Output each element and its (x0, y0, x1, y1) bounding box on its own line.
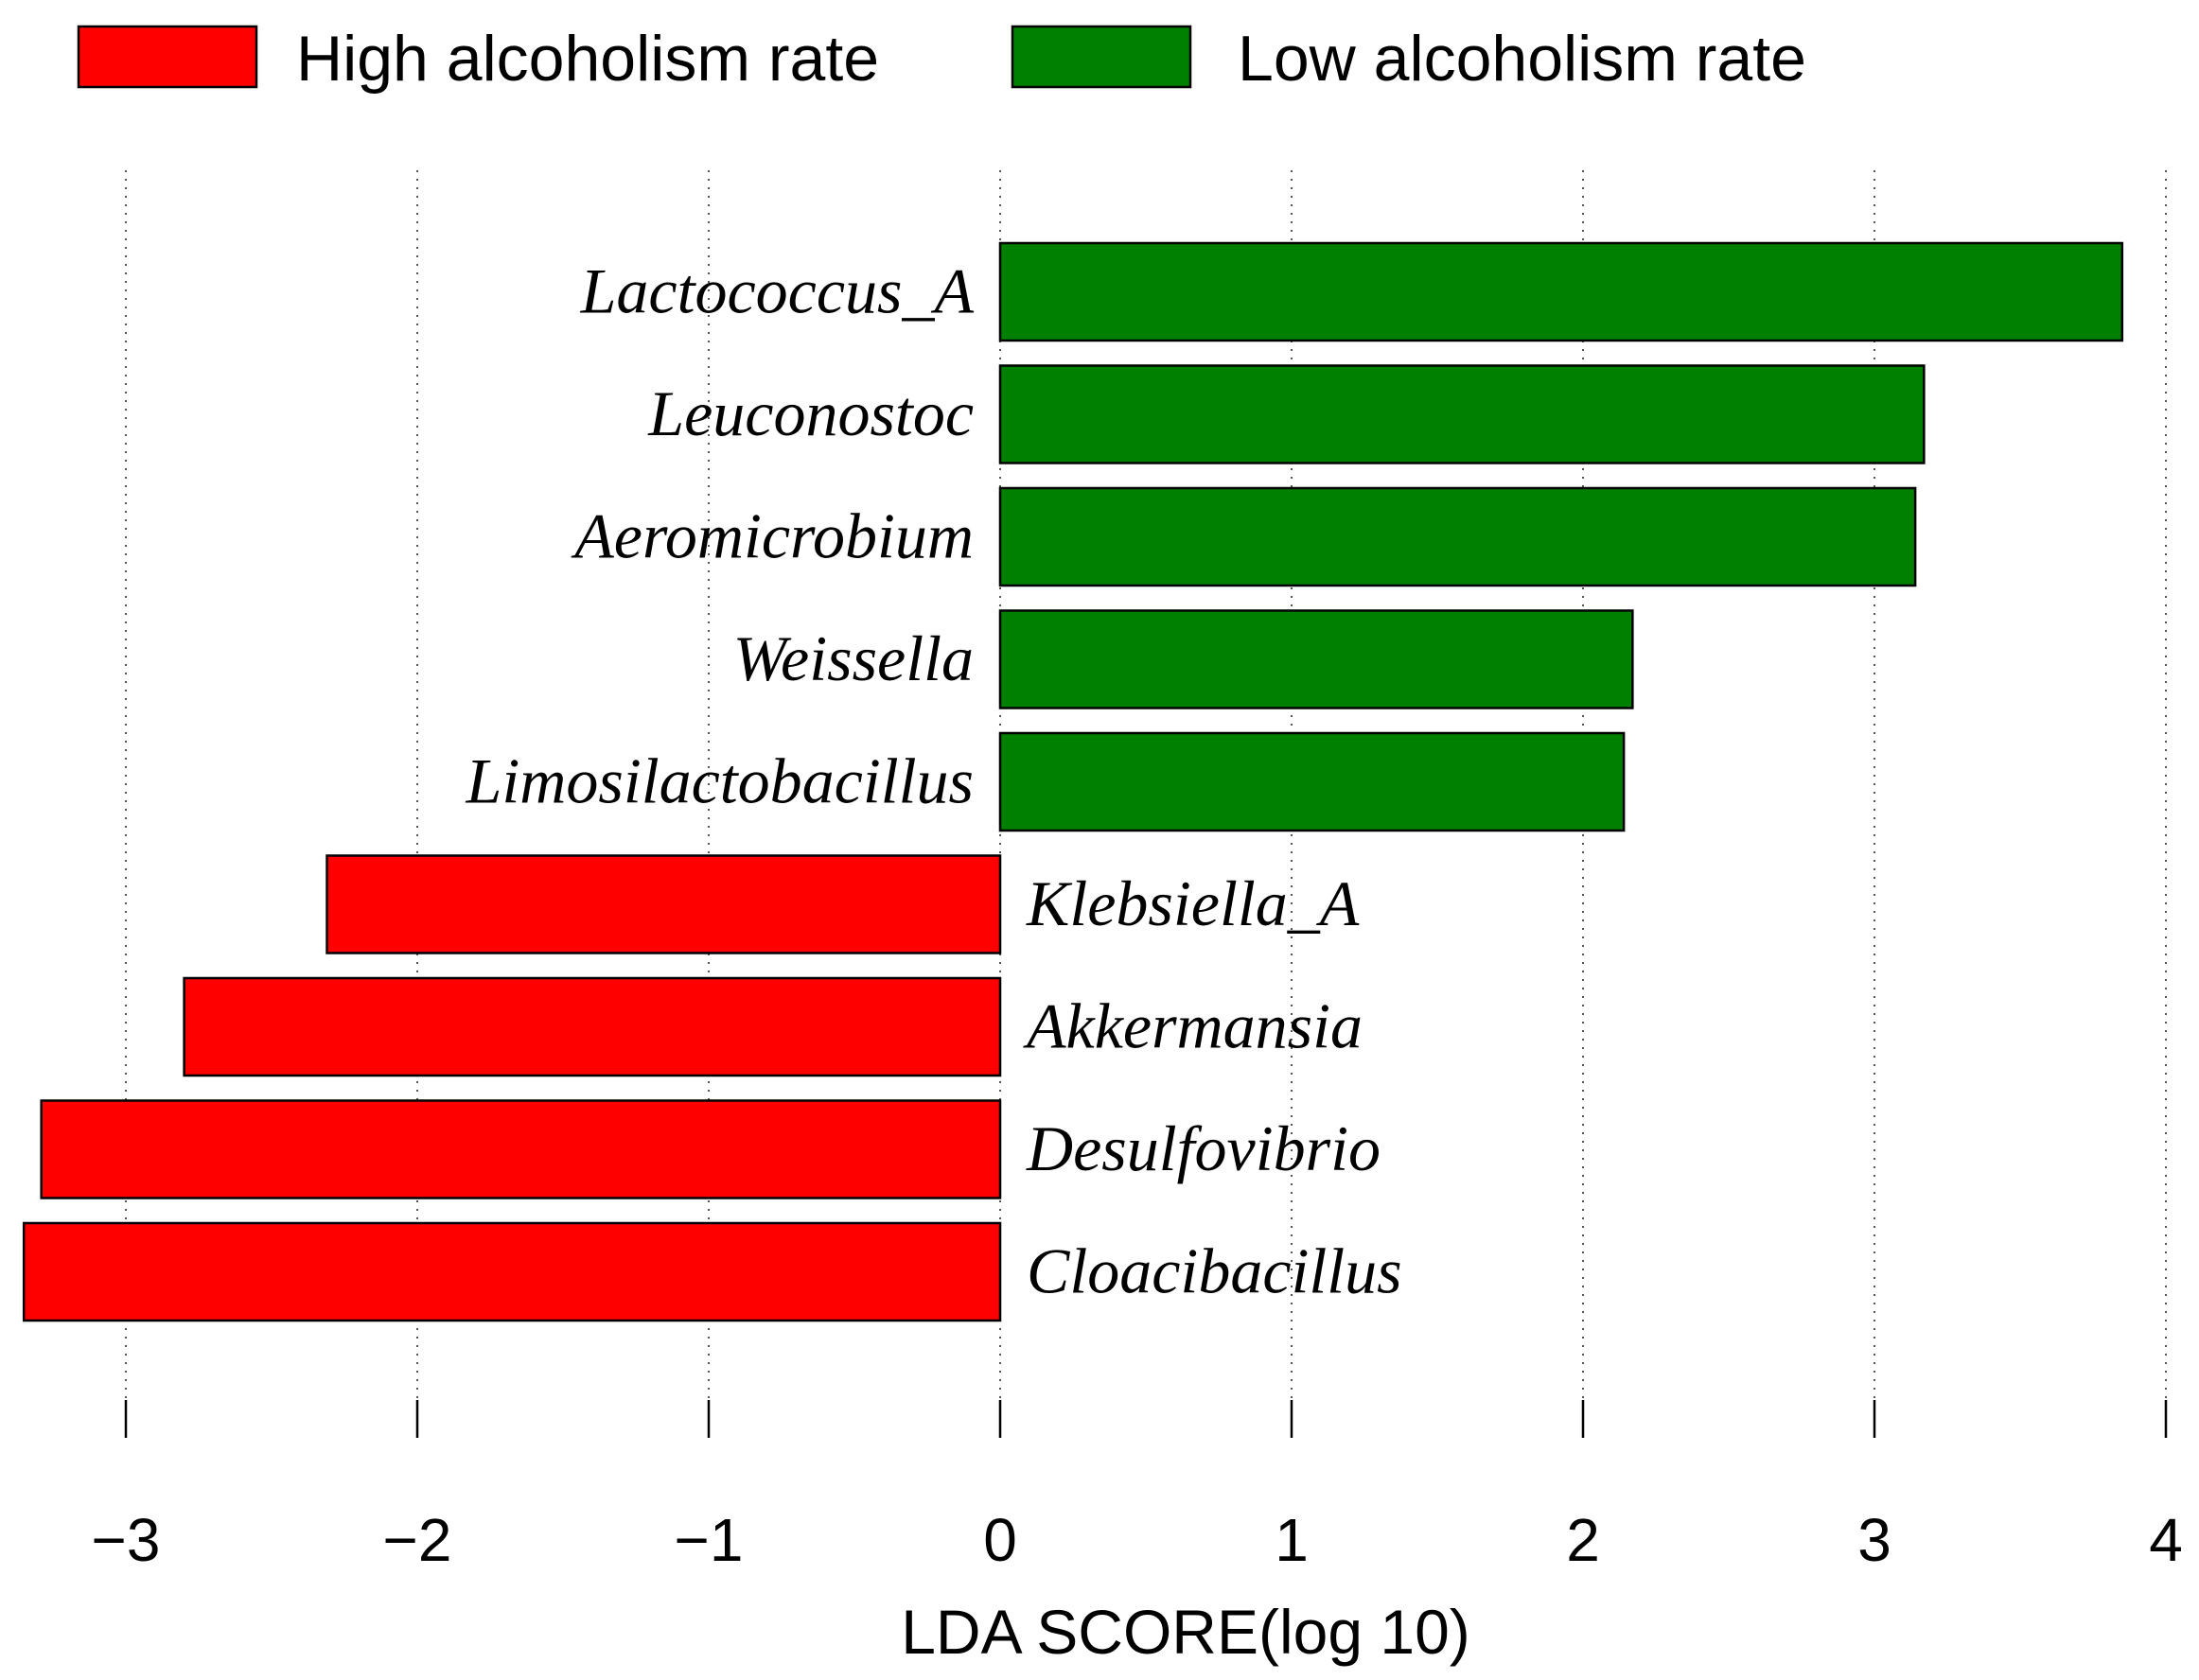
x-axis: −3 −2 −1 0 1 2 3 4 (92, 1400, 2183, 1574)
x-tick-label-5: 2 (1566, 1506, 1600, 1574)
bar-cloacibacillus (22, 1221, 1002, 1322)
x-tick-label-7: 4 (2149, 1506, 2183, 1574)
x-tick-label-0: −3 (92, 1506, 161, 1574)
x-tick-label-4: 1 (1275, 1506, 1309, 1574)
bar-limosilactobacillus (998, 731, 1626, 832)
bar-label-klebsiella-a: Klebsiella_A (1026, 867, 1360, 939)
bar-label-weissella: Weissella (733, 622, 974, 694)
x-tick-label-2: −1 (675, 1506, 744, 1574)
legend-label-high-alcoholism-rate: High alcoholism rate (296, 23, 879, 95)
x-tick-label-1: −2 (383, 1506, 452, 1574)
bar-aeromicrobium (998, 486, 1917, 587)
x-tick-label-3: 0 (983, 1506, 1017, 1574)
bar-label-akkermansia: Akkermansia (1023, 990, 1363, 1062)
bar-label-leuconostoc: Leuconostoc (647, 377, 974, 449)
bar-weissella (998, 609, 1634, 709)
x-axis-title: LDA SCORE(log 10) (901, 1597, 1470, 1667)
bar-leuconostoc (998, 364, 1926, 464)
x-tick-label-6: 3 (1857, 1506, 1891, 1574)
bar-label-limosilactobacillus: Limosilactobacillus (466, 745, 974, 817)
bar-klebsiella-a (325, 854, 1002, 954)
bars (22, 241, 2124, 1322)
legend-swatch-low-alcoholism-rate (1011, 25, 1192, 89)
bar-labels: Lactococcus_A Leuconostoc Aeromicrobium Wei… (466, 255, 1402, 1307)
bar-label-cloacibacillus: Cloacibacillus (1027, 1235, 1402, 1307)
bar-label-lactococcus-a: Lactococcus_A (580, 255, 975, 327)
legend: High alcoholism rate Low alcoholism rate (77, 23, 1806, 95)
bar-akkermansia (183, 976, 1002, 1077)
bar-desulfovibrio (40, 1099, 1002, 1199)
legend-swatch-high-alcoholism-rate (77, 25, 258, 89)
bar-lactococcus-a (998, 241, 2124, 342)
bar-label-aeromicrobium: Aeromicrobium (571, 500, 974, 572)
bar-label-desulfovibrio: Desulfovibrio (1026, 1112, 1381, 1184)
legend-label-low-alcoholism-rate: Low alcoholism rate (1238, 23, 1806, 95)
